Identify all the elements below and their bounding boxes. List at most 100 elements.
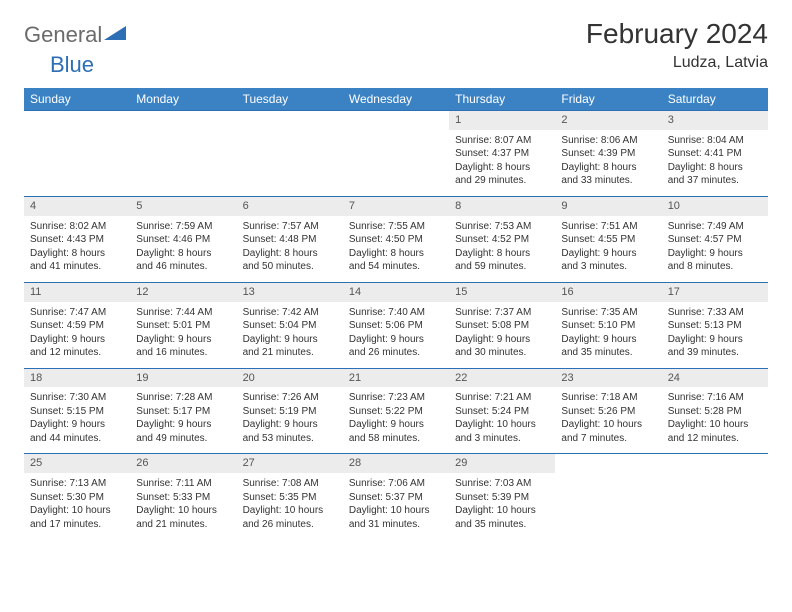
calendar-day-cell [24,111,130,197]
sunset-text: Sunset: 4:43 PM [30,233,124,247]
day-body: Sunrise: 7:55 AMSunset: 4:50 PMDaylight:… [343,216,449,282]
calendar-day-cell: 29Sunrise: 7:03 AMSunset: 5:39 PMDayligh… [449,454,555,539]
daylight-text: and 16 minutes. [136,346,230,360]
sunset-text: Sunset: 4:59 PM [30,319,124,333]
daylight-text: Daylight: 10 hours [243,504,337,518]
day-body: Sunrise: 7:08 AMSunset: 5:35 PMDaylight:… [237,473,343,539]
daylight-text: and 21 minutes. [136,518,230,532]
day-number: 10 [662,197,768,216]
day-number: 16 [555,283,661,302]
daylight-text: and 7 minutes. [561,432,655,446]
calendar-table: Sunday Monday Tuesday Wednesday Thursday… [24,88,768,539]
day-number: 6 [237,197,343,216]
sunrise-text: Sunrise: 7:26 AM [243,391,337,405]
sunset-text: Sunset: 5:13 PM [668,319,762,333]
calendar-day-cell: 26Sunrise: 7:11 AMSunset: 5:33 PMDayligh… [130,454,236,539]
day-number: 5 [130,197,236,216]
day-body: Sunrise: 7:37 AMSunset: 5:08 PMDaylight:… [449,302,555,368]
day-body: Sunrise: 7:49 AMSunset: 4:57 PMDaylight:… [662,216,768,282]
daylight-text: and 44 minutes. [30,432,124,446]
calendar-day-cell: 22Sunrise: 7:21 AMSunset: 5:24 PMDayligh… [449,368,555,454]
daylight-text: and 46 minutes. [136,260,230,274]
daylight-text: and 59 minutes. [455,260,549,274]
calendar-day-cell: 18Sunrise: 7:30 AMSunset: 5:15 PMDayligh… [24,368,130,454]
daylight-text: and 12 minutes. [30,346,124,360]
daylight-text: Daylight: 9 hours [349,418,443,432]
sunset-text: Sunset: 5:19 PM [243,405,337,419]
day-number: 13 [237,283,343,302]
calendar-day-cell: 8Sunrise: 7:53 AMSunset: 4:52 PMDaylight… [449,196,555,282]
day-number: 15 [449,283,555,302]
daylight-text: Daylight: 10 hours [349,504,443,518]
sunset-text: Sunset: 5:06 PM [349,319,443,333]
sunset-text: Sunset: 4:55 PM [561,233,655,247]
daylight-text: and 31 minutes. [349,518,443,532]
weekday-header: Thursday [449,88,555,111]
day-number: 23 [555,369,661,388]
sunrise-text: Sunrise: 7:11 AM [136,477,230,491]
sunrise-text: Sunrise: 7:49 AM [668,220,762,234]
day-number: 1 [449,111,555,130]
day-number: 25 [24,454,130,473]
calendar-day-cell: 9Sunrise: 7:51 AMSunset: 4:55 PMDaylight… [555,196,661,282]
sunset-text: Sunset: 5:37 PM [349,491,443,505]
daylight-text: Daylight: 9 hours [30,418,124,432]
sunrise-text: Sunrise: 7:35 AM [561,306,655,320]
sunset-text: Sunset: 5:33 PM [136,491,230,505]
sunrise-text: Sunrise: 7:53 AM [455,220,549,234]
daylight-text: and 35 minutes. [561,346,655,360]
daylight-text: Daylight: 9 hours [136,333,230,347]
daylight-text: and 3 minutes. [561,260,655,274]
day-body: Sunrise: 7:21 AMSunset: 5:24 PMDaylight:… [449,387,555,453]
sunset-text: Sunset: 4:39 PM [561,147,655,161]
day-body: Sunrise: 7:57 AMSunset: 4:48 PMDaylight:… [237,216,343,282]
daylight-text: Daylight: 8 hours [349,247,443,261]
sunrise-text: Sunrise: 7:06 AM [349,477,443,491]
logo: General [24,22,128,48]
daylight-text: Daylight: 8 hours [455,247,549,261]
sunrise-text: Sunrise: 7:16 AM [668,391,762,405]
daylight-text: and 8 minutes. [668,260,762,274]
calendar-page: General February 2024 Ludza, Latvia Blue… [0,0,792,557]
day-body: Sunrise: 7:26 AMSunset: 5:19 PMDaylight:… [237,387,343,453]
daylight-text: and 3 minutes. [455,432,549,446]
day-number: 26 [130,454,236,473]
sunset-text: Sunset: 4:37 PM [455,147,549,161]
calendar-week-row: 1Sunrise: 8:07 AMSunset: 4:37 PMDaylight… [24,111,768,197]
logo-text-blue: Blue [50,52,94,77]
daylight-text: Daylight: 9 hours [243,418,337,432]
calendar-header-row: Sunday Monday Tuesday Wednesday Thursday… [24,88,768,111]
day-body: Sunrise: 7:59 AMSunset: 4:46 PMDaylight:… [130,216,236,282]
calendar-day-cell: 11Sunrise: 7:47 AMSunset: 4:59 PMDayligh… [24,282,130,368]
daylight-text: and 26 minutes. [349,346,443,360]
weekday-header: Tuesday [237,88,343,111]
sunrise-text: Sunrise: 7:51 AM [561,220,655,234]
calendar-week-row: 4Sunrise: 8:02 AMSunset: 4:43 PMDaylight… [24,196,768,282]
day-body: Sunrise: 7:53 AMSunset: 4:52 PMDaylight:… [449,216,555,282]
day-body: Sunrise: 7:18 AMSunset: 5:26 PMDaylight:… [555,387,661,453]
calendar-day-cell: 19Sunrise: 7:28 AMSunset: 5:17 PMDayligh… [130,368,236,454]
sunrise-text: Sunrise: 7:59 AM [136,220,230,234]
day-body: Sunrise: 8:02 AMSunset: 4:43 PMDaylight:… [24,216,130,282]
weekday-header: Monday [130,88,236,111]
daylight-text: Daylight: 9 hours [561,333,655,347]
sunset-text: Sunset: 4:50 PM [349,233,443,247]
calendar-day-cell [662,454,768,539]
calendar-day-cell: 24Sunrise: 7:16 AMSunset: 5:28 PMDayligh… [662,368,768,454]
day-number: 29 [449,454,555,473]
sunset-text: Sunset: 5:39 PM [455,491,549,505]
day-body: Sunrise: 8:07 AMSunset: 4:37 PMDaylight:… [449,130,555,196]
month-title: February 2024 [586,18,768,50]
daylight-text: Daylight: 8 hours [561,161,655,175]
day-number: 14 [343,283,449,302]
sunrise-text: Sunrise: 7:23 AM [349,391,443,405]
daylight-text: Daylight: 8 hours [455,161,549,175]
daylight-text: and 29 minutes. [455,174,549,188]
sunset-text: Sunset: 5:10 PM [561,319,655,333]
weekday-header: Friday [555,88,661,111]
day-body: Sunrise: 7:06 AMSunset: 5:37 PMDaylight:… [343,473,449,539]
sunrise-text: Sunrise: 7:47 AM [30,306,124,320]
title-block: February 2024 Ludza, Latvia [586,18,768,72]
calendar-day-cell: 10Sunrise: 7:49 AMSunset: 4:57 PMDayligh… [662,196,768,282]
day-body: Sunrise: 7:30 AMSunset: 5:15 PMDaylight:… [24,387,130,453]
